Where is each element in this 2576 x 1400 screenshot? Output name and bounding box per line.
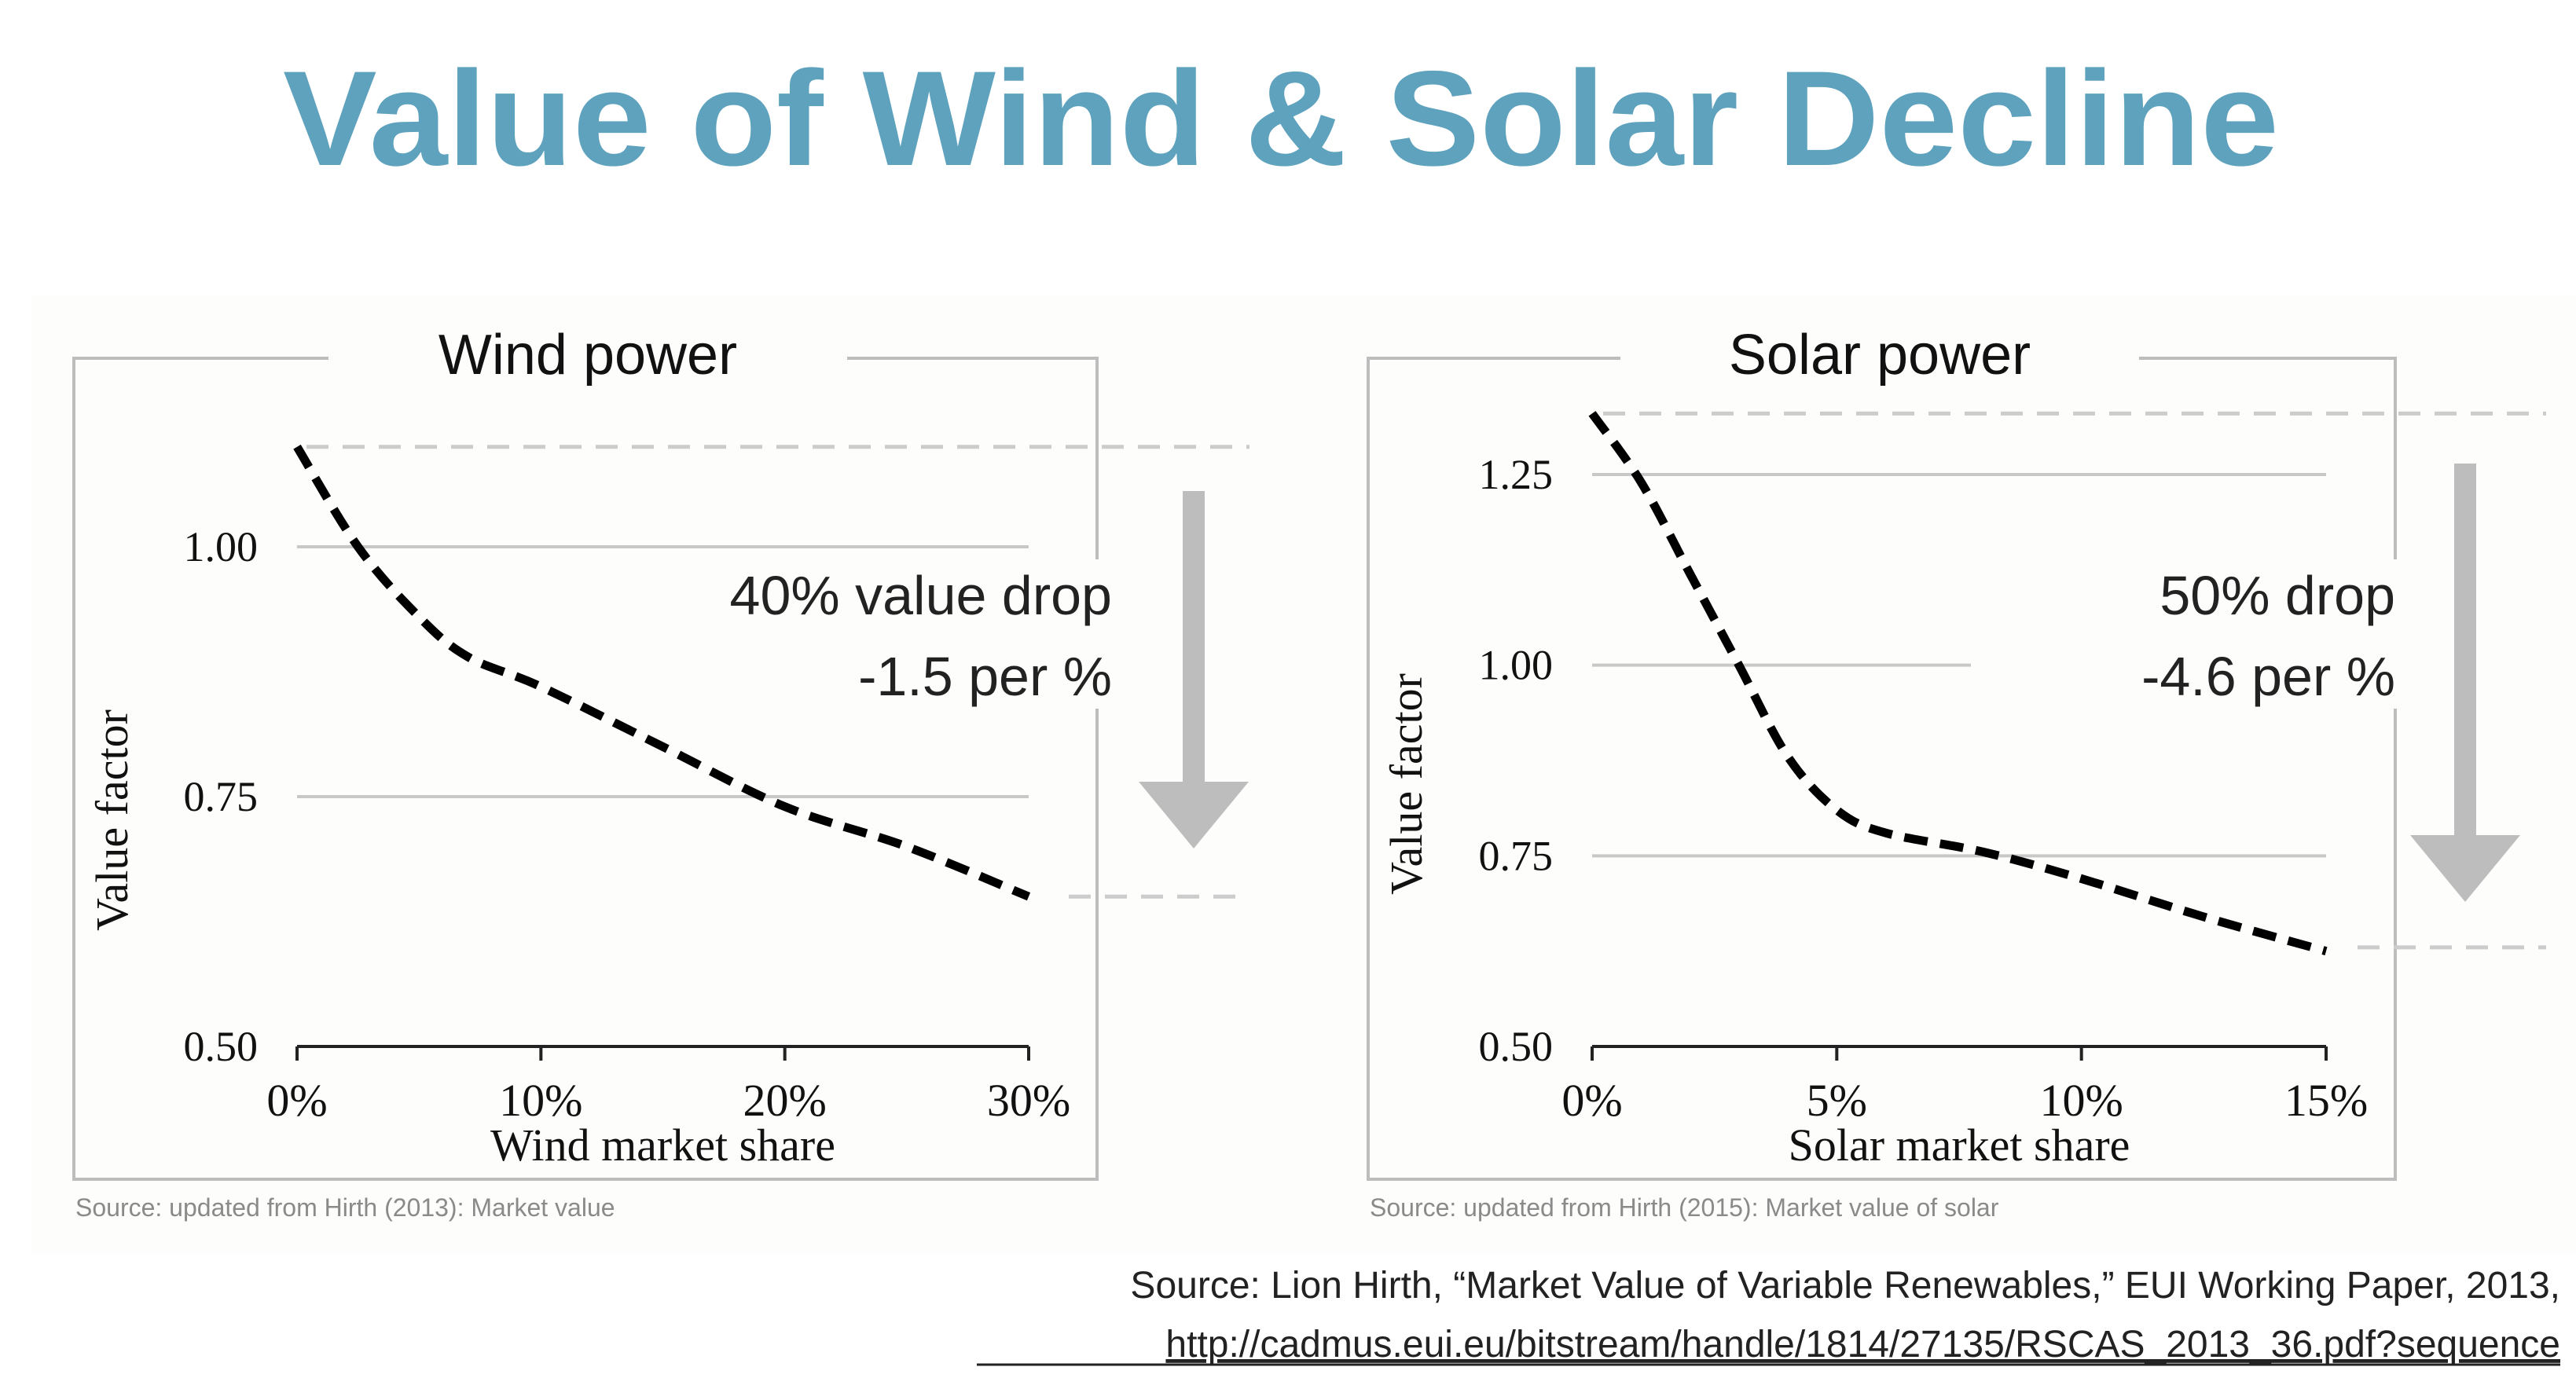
- annotation-text: 40% value drop: [730, 565, 1112, 626]
- chart-title: Solar power: [1729, 324, 2031, 387]
- y-tick-label: 0.50: [184, 1023, 259, 1070]
- chart-frame: [1367, 357, 2397, 1181]
- y-tick-label: 1.00: [184, 523, 259, 570]
- charts: Wind power 0.50 0.75 1.00 0% 10% 20% 30% Wind ma…: [72, 324, 2546, 1222]
- y-axis-label: Value factor: [1381, 673, 1432, 895]
- y-tick-label: 1.00: [1479, 642, 1554, 689]
- chart-title: Wind power: [439, 324, 737, 387]
- chart-solar: Solar power 0.50 0.75 1.00 1.25 0% 5% 10% 15% Sol…: [1367, 324, 2546, 1222]
- chart-source-note: Source: updated from Hirth (2015): Marke…: [1370, 1193, 1999, 1222]
- chart-panel-background: [31, 295, 2576, 1253]
- y-tick-label: 1.25: [1479, 451, 1554, 498]
- x-tick-label: 5%: [1807, 1075, 1867, 1126]
- drop-arrow-head-icon: [1139, 782, 1249, 848]
- annotation-text: -1.5 per %: [858, 646, 1112, 707]
- drop-arrow-shaft: [2454, 464, 2476, 843]
- drop-arrow-shaft: [1183, 491, 1205, 790]
- x-tick-label: 10%: [499, 1075, 582, 1126]
- chart-wind: Wind power 0.50 0.75 1.00 0% 10% 20% 30% Wind ma…: [72, 324, 1249, 1222]
- x-tick-label: 20%: [743, 1075, 827, 1126]
- chart-frame: [72, 357, 1099, 1181]
- annotation-background: [688, 559, 1128, 709]
- annotation-background: [1971, 559, 2411, 709]
- x-tick-label: 0%: [1561, 1075, 1622, 1126]
- footer-source: Source: Lion Hirth, “Market Value of Var…: [1130, 1265, 2560, 1307]
- x-axis-label: Wind market share: [490, 1120, 835, 1171]
- x-tick-label: 0%: [266, 1075, 327, 1126]
- y-tick-label: 0.50: [1479, 1023, 1554, 1070]
- y-tick-label: 0.75: [184, 773, 259, 820]
- value-factor-curve: [1588, 411, 2328, 955]
- y-axis-label: Value factor: [86, 709, 138, 931]
- value-factor-curve: [293, 444, 1031, 901]
- slide-title: Value of Wind & Solar Decline: [283, 43, 2279, 194]
- y-tick-label: 0.75: [1479, 832, 1554, 879]
- annotation-text: -4.6 per %: [2141, 646, 2395, 707]
- footer-link[interactable]: http://cadmus.eui.eu/bitstream/handle/18…: [1165, 1324, 2560, 1365]
- x-tick-label: 15%: [2284, 1075, 2368, 1126]
- drop-arrow-head-icon: [2410, 835, 2520, 902]
- x-tick-label: 10%: [2040, 1075, 2123, 1126]
- annotation-text: 50% drop: [2160, 565, 2395, 626]
- x-tick-label: 30%: [987, 1075, 1070, 1126]
- chart-source-note: Source: updated from Hirth (2013): Marke…: [75, 1193, 615, 1222]
- x-axis-label: Solar market share: [1789, 1120, 2130, 1171]
